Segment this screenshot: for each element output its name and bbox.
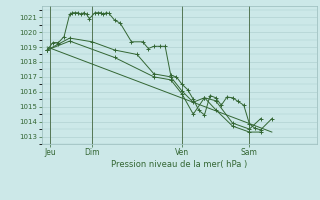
X-axis label: Pression niveau de la mer( hPa ): Pression niveau de la mer( hPa )	[111, 160, 247, 169]
